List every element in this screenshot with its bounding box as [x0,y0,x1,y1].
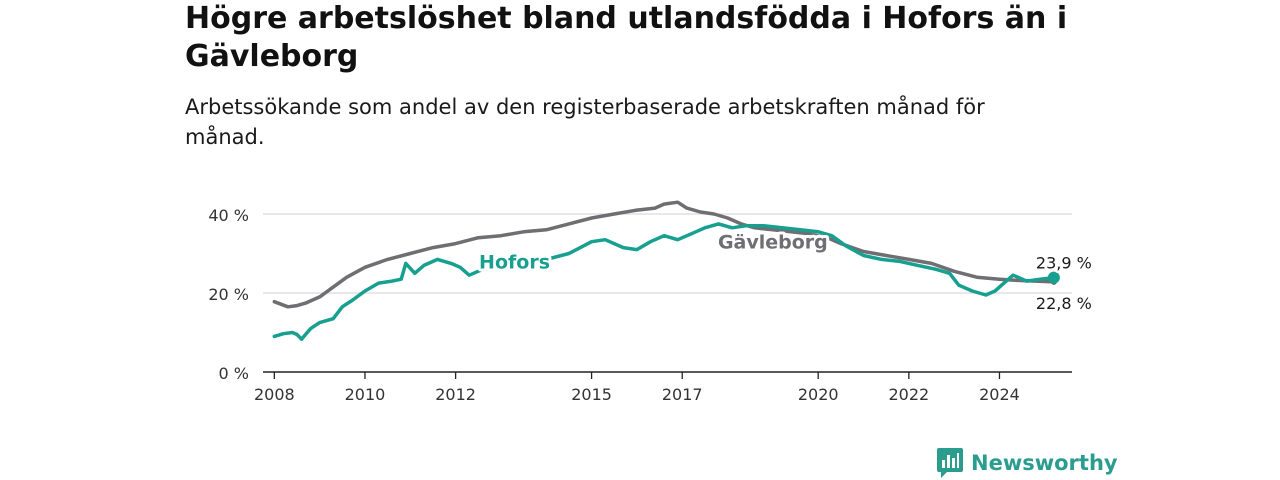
brand-name: Newsworthy [971,451,1118,475]
series-end-point [1047,271,1060,284]
grid-layer [263,213,1072,294]
x-tick-label: 2015 [571,385,612,404]
end-value-label: 22,8 % [1036,294,1092,313]
x-tick-label: 2017 [662,385,703,404]
y-tick-label: 0 % [219,364,249,383]
end-value-halo: 23,9 % [1036,254,1092,273]
series-name-label: Gävleborg [718,232,828,254]
x-tick-label: 2022 [888,385,929,404]
series-line-hofors [272,222,1056,341]
series-name-label: Hofors [479,251,550,273]
x-tick-label: 2010 [345,385,386,404]
chart-subtitle: Arbetssökande som andel av den registerb… [185,95,985,149]
chart-title: Högre arbetslöshet bland utlandsfödda i … [185,1,1068,74]
y-tick-label: 40 % [208,206,249,225]
series-line-g-vleborg [272,200,1056,309]
brand-logo[interactable]: Newsworthy [937,448,1118,478]
series-name-halo: Gävleborg [718,232,828,254]
x-tick-label: 2012 [435,385,476,404]
x-tick-label: 2024 [979,385,1020,404]
end-value-halo: 22,8 % [1036,294,1092,313]
x-tick-label: 2008 [254,385,295,404]
x-tick-label: 2020 [798,385,839,404]
axis-layer: 0 % 20 % 40 % 2008 2010 2012 2015 2017 2020 2022 2… [208,206,1072,404]
series-layer [272,200,1060,341]
end-value-label: 23,9 % [1036,254,1092,273]
y-tick-label: 20 % [208,285,249,304]
newsworthy-icon [937,448,963,478]
series-name-halo: Hofors [479,251,550,273]
